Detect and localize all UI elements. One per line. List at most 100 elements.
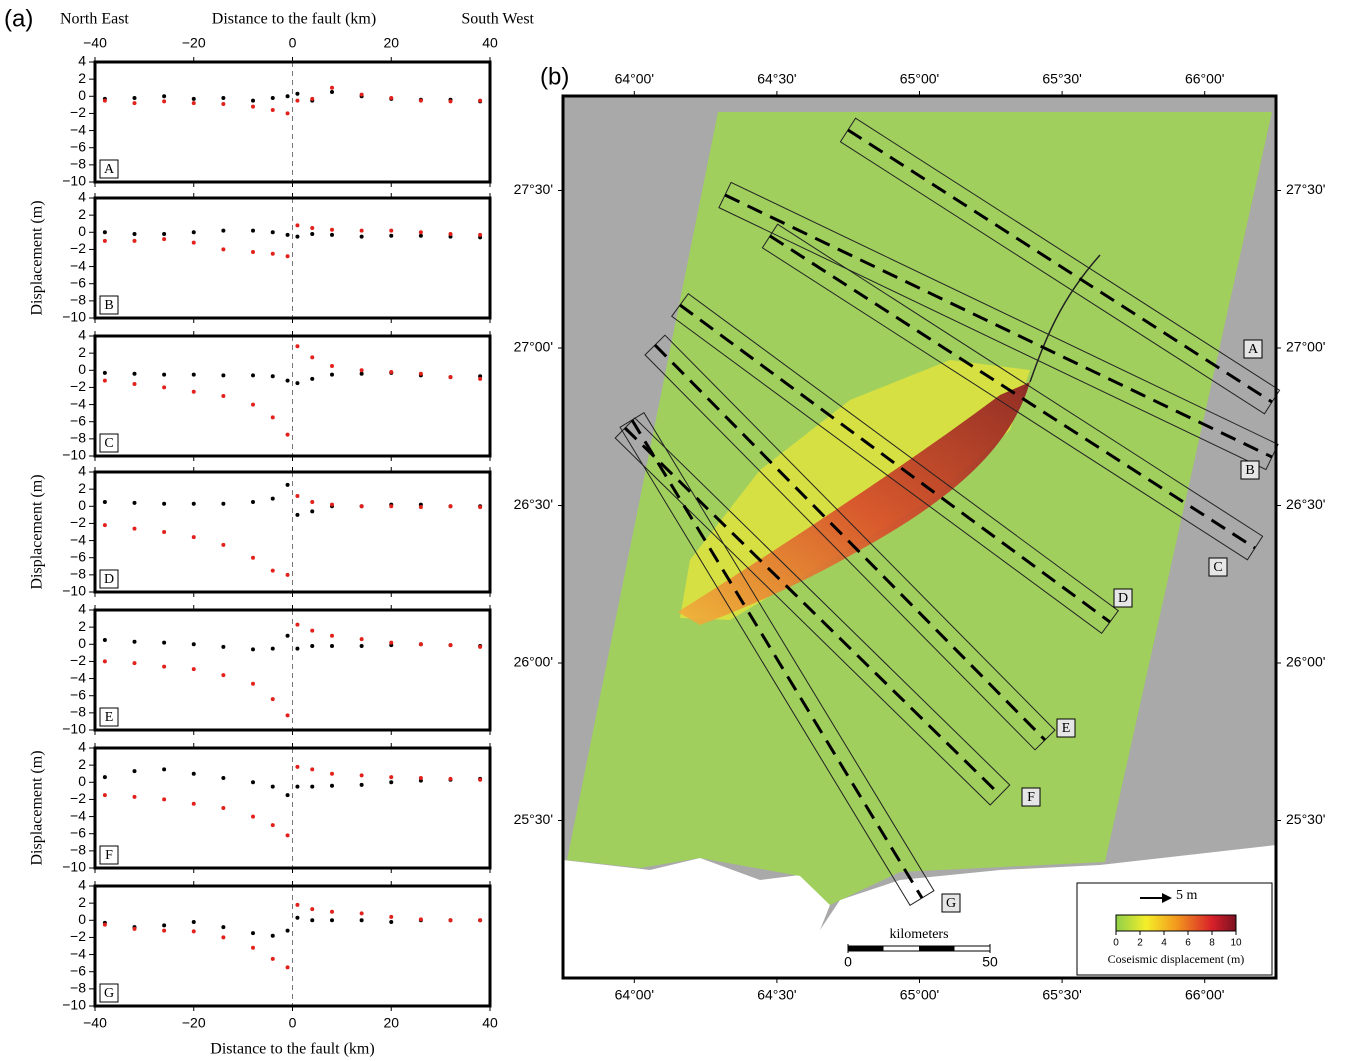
data-point	[132, 96, 137, 100]
data-point	[310, 644, 315, 648]
y-tick-label: 2	[78, 480, 86, 496]
data-point	[191, 96, 196, 101]
profile-line	[847, 128, 1273, 404]
data-point	[162, 640, 167, 645]
data-point	[389, 920, 394, 924]
y-tick-label: 4	[78, 739, 86, 755]
profile-box	[619, 412, 935, 906]
data-point	[132, 926, 137, 931]
y-tick-label: −8	[70, 292, 86, 308]
y-tick-label: −8	[70, 842, 86, 858]
lon-label: 64°00'	[615, 71, 654, 87]
profile-label: E	[105, 710, 114, 725]
data-point	[162, 232, 167, 236]
profile-line	[769, 234, 1256, 550]
profile-label: C	[104, 436, 113, 451]
y-tick-label: −6	[70, 962, 86, 978]
profile-box	[839, 117, 1281, 415]
profile-label: D	[104, 572, 114, 587]
data-point	[102, 523, 107, 528]
data-point	[330, 783, 334, 788]
data-point	[162, 99, 167, 104]
data-point	[251, 555, 255, 560]
data-point	[221, 96, 226, 100]
lon-label: 66°00'	[1185, 987, 1224, 1003]
lat-label: 27°30'	[1286, 181, 1325, 197]
data-point	[389, 780, 394, 785]
profile-label: A	[104, 162, 115, 177]
data-point	[389, 914, 394, 919]
profile-line	[630, 419, 924, 899]
y-tick-label: −10	[62, 583, 86, 599]
x-tick-label: −20	[182, 1015, 206, 1031]
y-tick-label: −2	[70, 928, 86, 944]
data-point	[295, 512, 300, 517]
data-point	[330, 502, 334, 507]
profile-label: B	[1245, 463, 1254, 478]
data-point	[448, 918, 453, 923]
data-point	[359, 371, 364, 376]
panel-label: (a)	[4, 5, 33, 32]
rupture-zone	[678, 382, 1030, 625]
data-point	[310, 226, 315, 230]
data-point	[478, 918, 483, 923]
profile-label-box	[1113, 588, 1133, 608]
y-label: Displacement (m)	[29, 750, 46, 865]
y-tick-label: 2	[78, 70, 86, 86]
top-x-tick-label: 0	[289, 35, 297, 51]
data-point	[191, 801, 196, 806]
profile-box	[761, 223, 1264, 561]
data-point	[251, 780, 255, 785]
top-x-tick-label: 40	[482, 35, 498, 51]
profile-label-box	[99, 845, 119, 865]
data-point	[132, 232, 137, 236]
data-point	[418, 776, 423, 780]
y-tick-label: −4	[70, 945, 86, 961]
data-point	[359, 234, 364, 239]
profile-label: A	[1248, 342, 1259, 357]
data-point	[295, 784, 300, 789]
data-point	[162, 797, 167, 802]
data-point	[359, 637, 364, 642]
data-point	[102, 659, 107, 664]
data-point	[359, 368, 364, 373]
profile-label-box	[1208, 557, 1228, 577]
plot-frame	[93, 470, 492, 594]
scale-bar-label: 50	[982, 954, 998, 970]
data-point	[295, 494, 300, 498]
lat-label: 27°00'	[1286, 339, 1325, 355]
data-point	[310, 918, 315, 923]
plot-frame	[93, 608, 492, 732]
profile-label-box	[99, 983, 119, 1003]
data-point	[221, 935, 226, 940]
profile-line	[623, 426, 1002, 797]
data-point	[251, 945, 255, 950]
y-tick-label: 0	[78, 223, 86, 239]
data-point	[359, 911, 364, 916]
data-point	[191, 389, 196, 394]
data-point	[389, 775, 394, 780]
y-tick-label: −8	[70, 704, 86, 720]
y-tick-label: −2	[70, 240, 86, 256]
y-label: Displacement (m)	[29, 474, 46, 589]
data-point	[102, 793, 107, 798]
lon-label: 66°00'	[1185, 71, 1224, 87]
data-point	[270, 108, 275, 112]
colorbar-tick-label: 10	[1230, 938, 1242, 949]
data-point	[102, 500, 107, 504]
data-point	[102, 775, 107, 780]
data-point	[330, 909, 334, 914]
data-point	[162, 501, 167, 506]
y-tick-label: −2	[70, 514, 86, 530]
y-tick-label: 2	[78, 756, 86, 772]
data-point	[285, 713, 290, 718]
data-point	[359, 918, 364, 923]
y-tick-label: 4	[78, 463, 86, 479]
data-point	[221, 228, 226, 233]
data-point	[295, 764, 300, 769]
data-point	[389, 504, 394, 509]
profile-label: C	[1213, 560, 1222, 575]
data-point	[162, 767, 167, 772]
colorbar-title: Coseismic displacement (m)	[1108, 952, 1245, 966]
